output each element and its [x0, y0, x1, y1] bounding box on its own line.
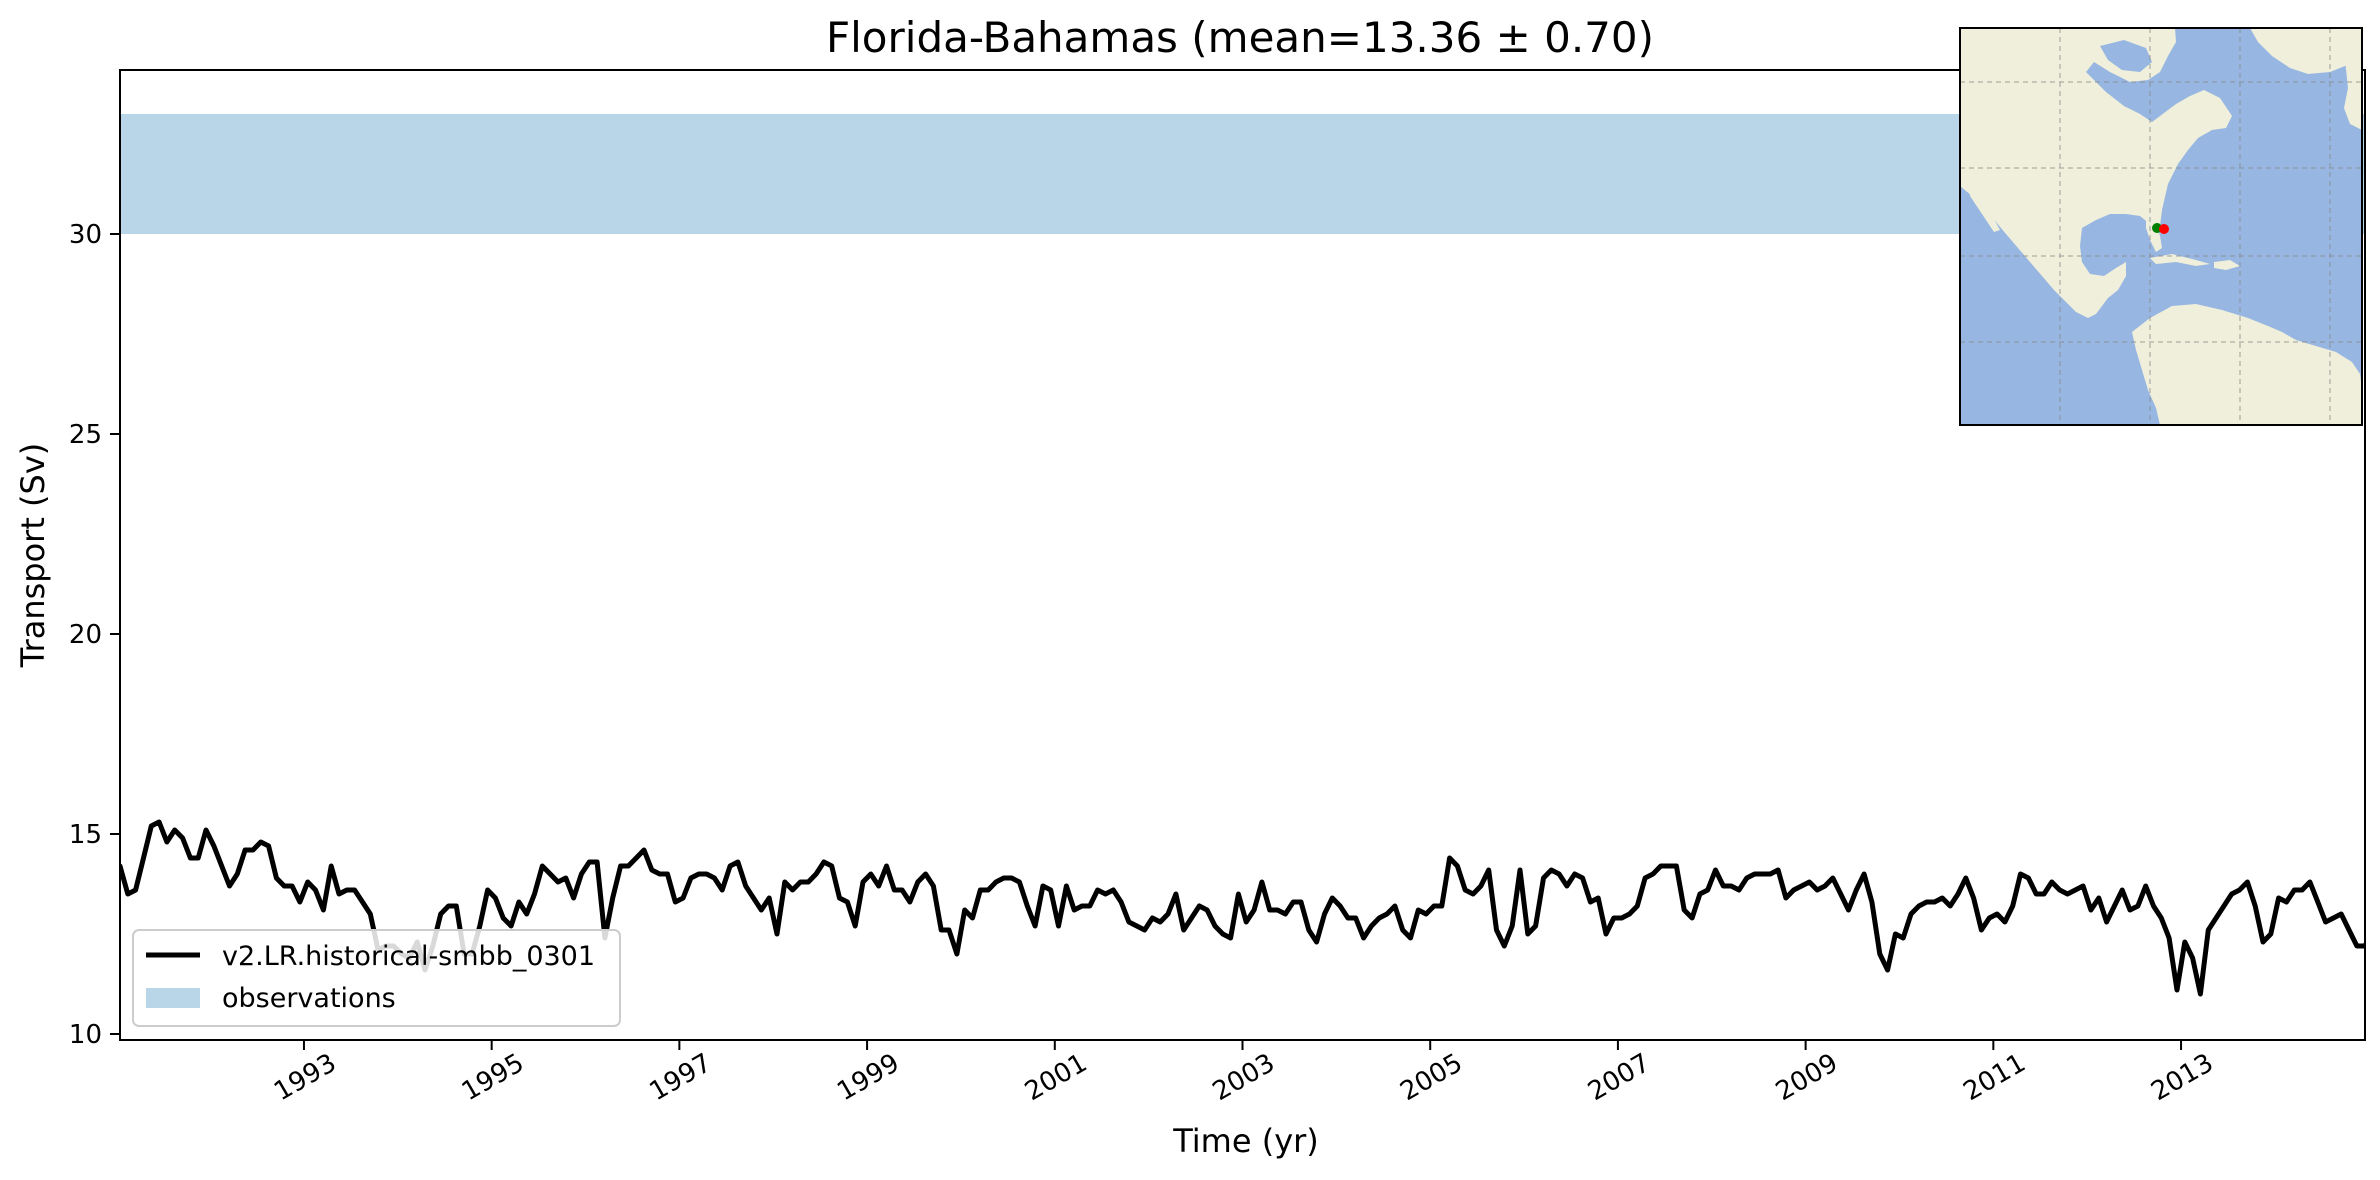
- x-tick-label: 1993: [269, 1048, 341, 1107]
- x-tick-label: 2011: [1959, 1048, 2031, 1107]
- y-tick-label: 15: [69, 820, 102, 850]
- x-tick-label: 2013: [2146, 1048, 2218, 1107]
- map-marker-end: [2159, 224, 2169, 234]
- x-axis-label: Time (yr): [1172, 1122, 1319, 1160]
- map-frame: [1959, 27, 2363, 426]
- x-tick-label: 2009: [1771, 1048, 1843, 1107]
- x-tick-label: 2007: [1583, 1048, 1655, 1107]
- x-axis: 1993 1995 1997 1999 2001 2003 2005 2007 2009 2011…: [269, 1040, 2219, 1107]
- legend-band-swatch: [146, 988, 200, 1008]
- legend-label-series: v2.LR.historical-smbb_0301: [222, 941, 595, 972]
- x-tick-label: 1997: [645, 1048, 717, 1107]
- map-land-cuba: [2150, 254, 2210, 266]
- x-tick-label: 1999: [832, 1048, 904, 1107]
- legend: v2.LR.historical-smbb_0301 observations: [132, 929, 621, 1027]
- y-tick-label: 30: [69, 220, 102, 250]
- legend-label-observations: observations: [222, 983, 396, 1014]
- map-land-hispaniola: [2214, 260, 2240, 270]
- data-points: [120, 821, 2365, 995]
- map-land-north-america: [1960, 28, 2232, 318]
- x-tick-label: 2003: [1208, 1048, 1280, 1107]
- x-tick-label: 2005: [1395, 1048, 1467, 1107]
- y-axis: 10 15 20 25 30: [69, 220, 120, 1050]
- y-tick-label: 20: [69, 620, 102, 650]
- series-line: [120, 819, 2365, 997]
- map-gridlines: [1960, 28, 2362, 425]
- y-tick-label: 10: [69, 1020, 102, 1050]
- legend-frame: [132, 929, 621, 1027]
- map-land-florida: [2146, 216, 2162, 252]
- y-tick-label: 25: [69, 420, 102, 450]
- chart-title: Florida-Bahamas (mean=13.36 ± 0.70): [826, 13, 1654, 62]
- inset-map: [1959, 27, 2363, 426]
- map-land-south-america: [2132, 304, 2362, 425]
- map-land-africa: [2344, 52, 2362, 130]
- y-axis-label: Transport (Sv): [14, 443, 52, 669]
- x-tick-label: 2001: [1020, 1048, 1092, 1107]
- map-water-hudson-bay: [2100, 40, 2152, 72]
- map-land-baja: [1968, 178, 2000, 232]
- x-tick-label: 1995: [457, 1048, 529, 1107]
- map-land-greenland: [2250, 28, 2362, 74]
